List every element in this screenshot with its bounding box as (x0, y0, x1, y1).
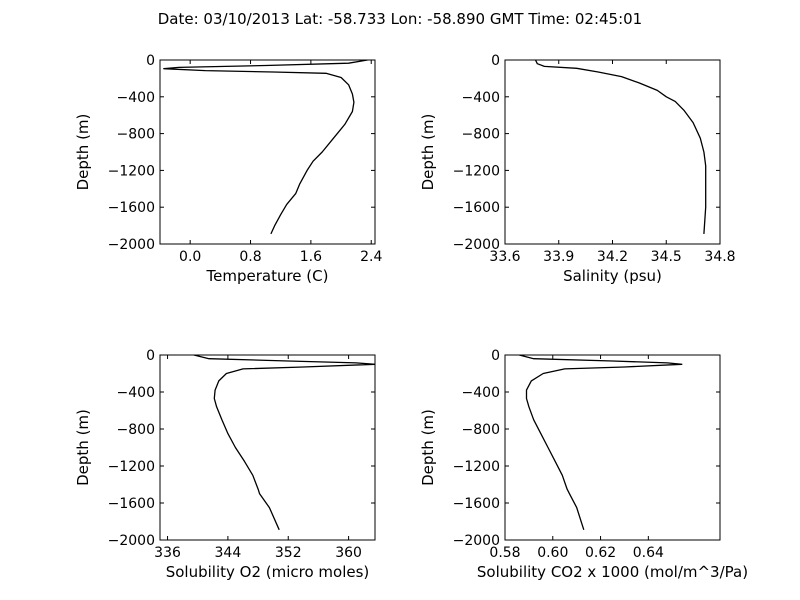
co2-axes-frame (504, 354, 721, 541)
temperature-xtick-label: 0.0 (179, 249, 201, 265)
temperature-ytick-label: −1200 (108, 163, 155, 179)
panel-o2: 336 344 352 360 0 −400 −800 −1200 −1600 −2000 Solu… (74, 348, 376, 581)
co2-ytick-label: −1600 (453, 496, 500, 512)
temperature-xtick-label: 2.4 (360, 249, 382, 265)
co2-ytick-label: 0 (491, 348, 500, 364)
temperature-ytick-label: −800 (117, 127, 155, 143)
salinity-xtick-label: 33.6 (489, 249, 520, 265)
panel-temperature: 0.0 0.8 1.6 2.4 0 −400 −800 −1200 −1600 −2000 Temp… (74, 53, 382, 285)
o2-xtick-label: 344 (215, 545, 242, 561)
co2-xlabel: Solubility CO2 x 1000 (mol/m^3/Pa) (477, 563, 748, 581)
temperature-ytick-label: −2000 (108, 237, 155, 253)
salinity-ylabel: Depth (m) (419, 114, 437, 191)
temperature-ytick-label: −400 (117, 90, 155, 106)
co2-ytick-label: −1200 (453, 459, 500, 475)
o2-xtick-label: 352 (275, 545, 302, 561)
co2-xtick-label: 0.58 (489, 545, 520, 561)
temperature-xtick-label: 0.8 (239, 249, 261, 265)
o2-ytick-label: −800 (117, 422, 155, 438)
o2-xlabel: Solubility O2 (micro moles) (166, 563, 370, 581)
temperature-ytick-label: −1600 (108, 200, 155, 216)
salinity-xtick-label: 34.2 (597, 249, 628, 265)
o2-ytick-label: −2000 (108, 533, 155, 549)
o2-xtick-label: 360 (335, 545, 362, 561)
salinity-ytick-label: −2000 (453, 237, 500, 253)
salinity-xtick-label: 34.8 (704, 249, 735, 265)
salinity-xtick-label: 34.5 (651, 249, 682, 265)
salinity-profile-line (534, 60, 707, 234)
o2-axes-frame (159, 354, 376, 541)
temperature-profile-line (163, 60, 368, 235)
o2-ytick-label: −1600 (108, 496, 155, 512)
panel-salinity: 33.6 33.9 34.2 34.5 34.8 0 −400 −800 −1200 −1600 −… (419, 53, 736, 285)
o2-xtick-label: 336 (154, 545, 181, 561)
o2-ytick-label: −400 (117, 385, 155, 401)
salinity-ytick-label: −400 (462, 90, 500, 106)
panel-co2: 0.58 0.60 0.62 0.64 0 −400 −800 −1200 −1600 −2000… (419, 348, 748, 581)
co2-ylabel: Depth (m) (419, 409, 437, 486)
salinity-ytick-label: −1600 (453, 200, 500, 216)
co2-ytick-label: −2000 (453, 533, 500, 549)
salinity-ytick-label: 0 (491, 53, 500, 69)
figure-title: Date: 03/10/2013 Lat: -58.733 Lon: -58.8… (158, 10, 642, 28)
salinity-xtick-label: 33.9 (543, 249, 574, 265)
co2-xtick-label: 0.64 (633, 545, 664, 561)
co2-ytick-label: −800 (462, 422, 500, 438)
co2-xtick-label: 0.62 (585, 545, 616, 561)
co2-xtick-label: 0.60 (537, 545, 568, 561)
co2-ytick-label: −400 (462, 385, 500, 401)
temperature-ylabel: Depth (m) (74, 114, 92, 191)
o2-ytick-label: −1200 (108, 459, 155, 475)
temperature-ytick-label: 0 (146, 53, 155, 69)
salinity-ytick-label: −800 (462, 127, 500, 143)
temperature-xlabel: Temperature (C) (206, 267, 329, 285)
temperature-xtick-label: 1.6 (300, 249, 322, 265)
salinity-axes-frame (504, 59, 721, 245)
o2-ylabel: Depth (m) (74, 409, 92, 486)
salinity-ytick-label: −1200 (453, 163, 500, 179)
co2-profile-line (519, 355, 683, 530)
temperature-axes-frame (159, 59, 376, 245)
salinity-xlabel: Salinity (psu) (563, 267, 662, 285)
o2-ytick-label: 0 (146, 348, 155, 364)
o2-profile-line (193, 355, 375, 531)
